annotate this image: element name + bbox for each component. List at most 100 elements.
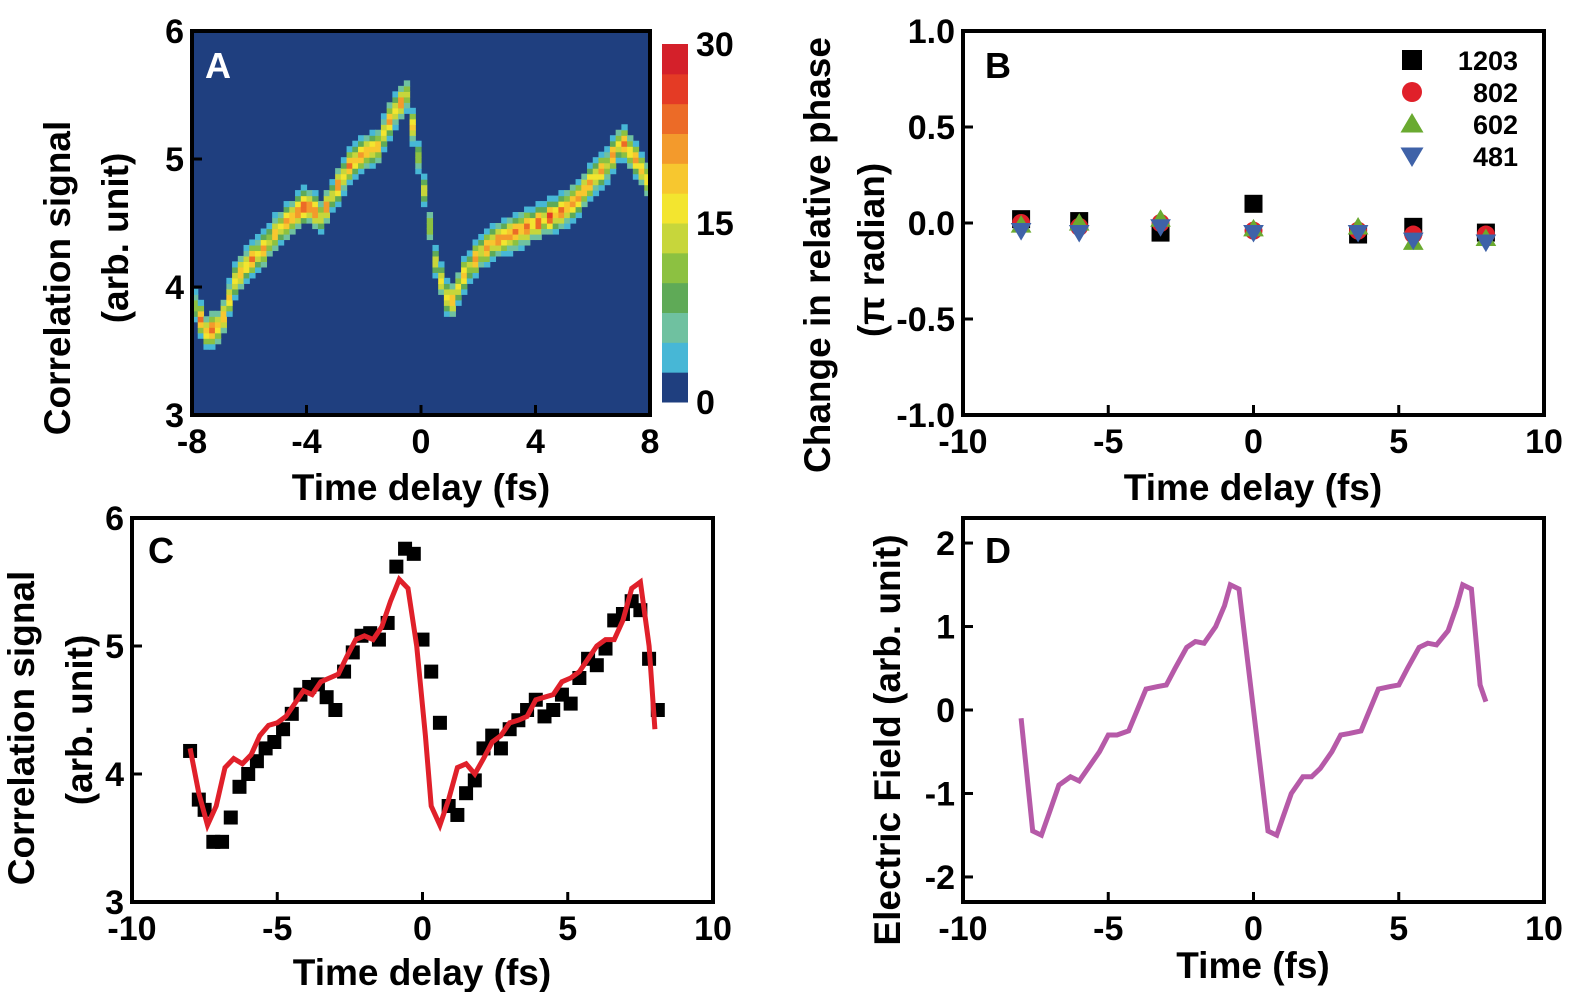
heatmap-cell (306, 206, 313, 213)
heatmap-cell (524, 228, 531, 235)
x-tick-label: -4 (291, 423, 321, 461)
heatmap-cell (495, 250, 502, 257)
heatmap-cell (369, 162, 376, 169)
heatmap-cell (461, 277, 468, 284)
heatmap-cell (495, 228, 502, 235)
heatmap-cell (300, 190, 308, 197)
heatmap-cell (415, 140, 422, 147)
heatmap-cell (300, 212, 308, 219)
heatmap-cell (398, 91, 405, 98)
y-tick-label: -1 (925, 775, 955, 813)
heatmap-cell (209, 343, 216, 350)
heatmap-cell (249, 244, 256, 252)
heatmap-cell (317, 217, 325, 224)
heatmap-cell (575, 184, 582, 191)
heatmap-cell (627, 157, 634, 164)
heatmap-cell (518, 239, 525, 246)
heatmap-cell (272, 233, 279, 241)
heatmap-cell (546, 212, 554, 219)
heatmap-cell (478, 255, 485, 262)
correlation-point (223, 810, 238, 825)
heatmap-cell (604, 179, 611, 186)
heatmap-cell (214, 316, 222, 323)
heatmap-cell (214, 310, 222, 317)
heatmap-cell (403, 91, 411, 98)
heatmap-cell (609, 157, 617, 164)
heatmap-cell (483, 239, 491, 246)
heatmap-cell (552, 217, 559, 224)
legend-marker-1203 (1402, 50, 1422, 70)
heatmap-cell (592, 162, 600, 169)
heatmap-cell (192, 288, 199, 295)
heatmap-cell (575, 179, 582, 186)
heatmap-cell (644, 173, 651, 180)
heatmap-cell (312, 217, 319, 224)
heatmap-cell (335, 195, 342, 202)
heatmap-cell (535, 233, 542, 241)
heatmap-cell (455, 283, 462, 290)
heatmap-cell (266, 250, 273, 257)
panel-c: -10 -5 0 5 10 3 4 5 6 C Time delay (fs) Correlat… (1, 500, 732, 992)
heatmap-cell (518, 212, 525, 219)
heatmap-cell (409, 107, 416, 114)
heatmap-cell (421, 195, 428, 202)
heatmap-cell (587, 162, 594, 169)
heatmap-cell (529, 212, 537, 219)
heatmap-cell (363, 162, 371, 169)
heatmap-cell (249, 239, 256, 246)
heatmap-cell (455, 288, 462, 295)
heatmap-cell (352, 162, 359, 169)
correlation-point (241, 767, 256, 781)
heatmap-cell (501, 223, 508, 230)
heatmap-cell (615, 129, 622, 136)
heatmap-cell (254, 266, 262, 273)
heatmap-cell (232, 288, 239, 295)
heatmap-cell (432, 266, 439, 273)
heatmap-cell (518, 217, 525, 224)
heatmap-cell (529, 228, 537, 235)
y-tick-label: 1 (936, 609, 955, 647)
heatmap-cell (295, 190, 302, 197)
heatmap-cell (483, 250, 491, 257)
heatmap-cell (237, 272, 245, 279)
heatmap-cell (512, 223, 519, 230)
heatmap-cell (340, 184, 348, 191)
heatmap-cell (249, 255, 256, 262)
heatmap-cell (483, 261, 491, 268)
heatmap-cell (300, 217, 308, 224)
heatmap-cell (587, 184, 594, 191)
heatmap-cell (604, 168, 611, 175)
heatmap-cell (214, 332, 222, 339)
heatmap-cell (249, 272, 256, 279)
heatmap-cell (483, 255, 491, 262)
heatmap-cell (615, 140, 622, 147)
heatmap-cell (489, 228, 497, 235)
phase-point-481 (1347, 224, 1369, 243)
heatmap-cell (569, 206, 577, 213)
heatmap-cell (426, 233, 434, 241)
heatmap-cell (529, 233, 537, 241)
heatmap-cell (587, 195, 594, 202)
heatmap-cell (615, 135, 622, 142)
heatmap-cell (415, 157, 422, 164)
heatmap-cell (335, 168, 342, 175)
colorbar-swatch (662, 372, 688, 403)
heatmap-cell (598, 173, 605, 180)
heatmap-cell (461, 261, 468, 268)
heatmap-cell (558, 195, 565, 202)
colorbar-swatch (662, 73, 688, 105)
heatmap-cell (363, 151, 371, 158)
heatmap-cell (409, 129, 416, 136)
heatmap-cell (443, 305, 451, 312)
colorbar: 0 15 30 (662, 26, 734, 422)
heatmap-cell (638, 151, 645, 158)
heatmap-cell (197, 305, 205, 312)
heatmap-cell (472, 261, 479, 268)
heatmap-x-axis-label: Time delay (fs) (292, 467, 550, 508)
x-tick-label: 5 (1389, 910, 1408, 948)
heatmap-cell (392, 91, 399, 98)
heatmap-cell (260, 261, 268, 268)
heatmap-cell (592, 168, 600, 175)
heatmap-cell (277, 212, 285, 219)
heatmap-cell (478, 244, 485, 252)
